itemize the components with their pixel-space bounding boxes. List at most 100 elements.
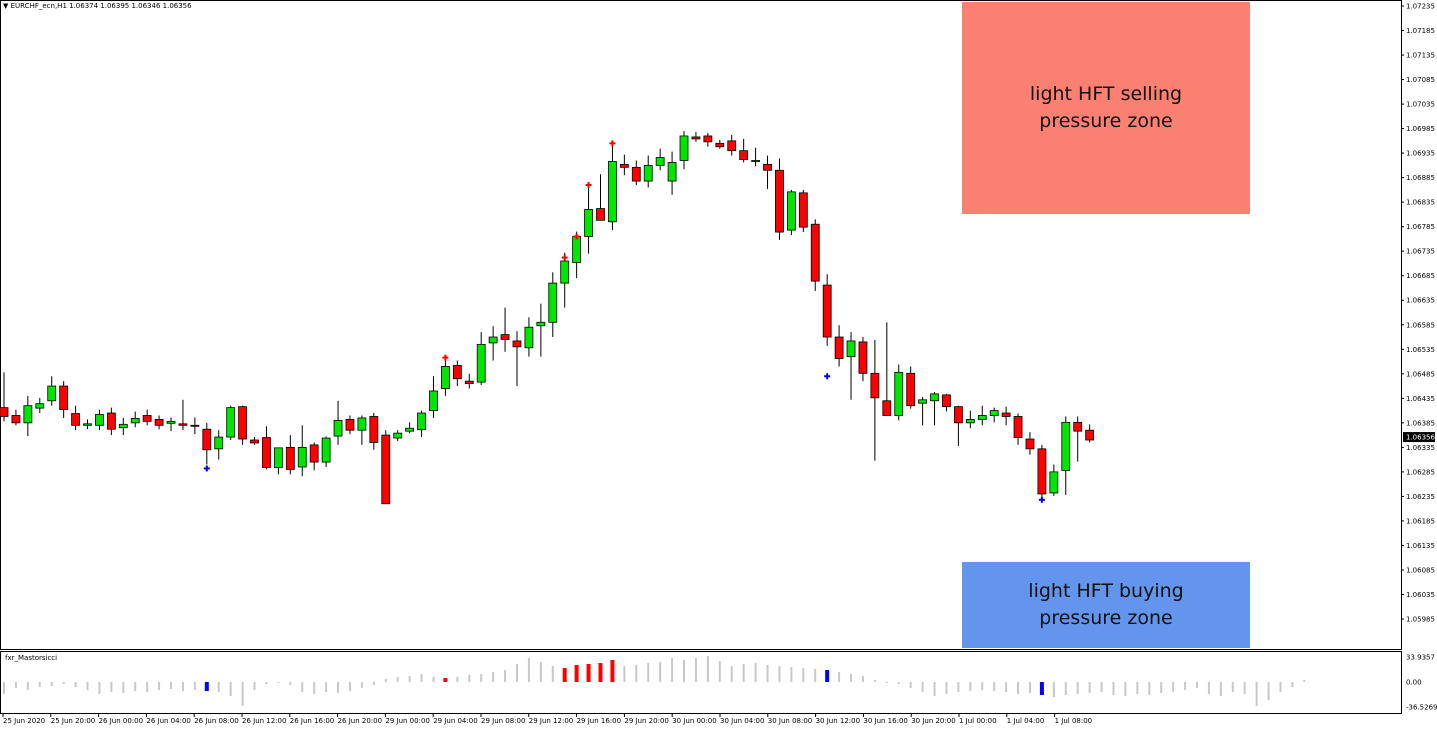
indicator-bar: [873, 680, 876, 682]
price-axis-label: 1.06885: [1406, 174, 1435, 182]
indicator-bar: [50, 682, 53, 686]
candle: [452, 360, 462, 387]
candle: [1001, 406, 1011, 426]
indicator-bar: [802, 668, 805, 682]
candle: [870, 339, 880, 461]
candle-body: [846, 340, 856, 358]
candle-body: [786, 191, 796, 231]
candle: [584, 184, 593, 254]
price-axis-label: 1.06585: [1406, 321, 1435, 329]
candle-body: [691, 136, 701, 140]
indicator-bar: [14, 682, 17, 688]
candle: [154, 415, 164, 430]
indicator-bar: [945, 682, 948, 694]
candle: [369, 413, 379, 450]
candle-body: [727, 140, 737, 152]
candle: [846, 332, 856, 400]
candle: [954, 405, 963, 446]
candle-body: [95, 414, 104, 426]
indicator-bar: [289, 682, 292, 685]
indicator-bar: [850, 674, 853, 682]
candle: [333, 400, 343, 445]
time-axis-label: 26 Jun 08:00: [194, 717, 238, 725]
candle-body: [429, 390, 438, 411]
candle-body: [942, 394, 951, 408]
price-axis-label: 1.06335: [1406, 444, 1435, 452]
candle: [464, 373, 474, 389]
indicator-bar: [1279, 682, 1282, 692]
candle-body: [369, 416, 379, 443]
candle-body: [679, 135, 689, 161]
current-price-tag: 1.06356: [1406, 434, 1435, 442]
candle: [619, 154, 629, 176]
candle: [798, 189, 808, 233]
indicator-bar: [337, 682, 340, 693]
indicator-bar: [1148, 682, 1151, 695]
indicator-bar: [492, 672, 495, 682]
candle-body: [285, 446, 295, 470]
buy-signal-marker: [824, 373, 831, 380]
candle-body: [798, 192, 808, 228]
candle: [11, 409, 21, 426]
candle: [858, 337, 868, 382]
price-axis-label: 1.07185: [1406, 27, 1435, 35]
candle-body: [226, 407, 236, 438]
candle: [918, 396, 928, 426]
indicator-bar: [598, 663, 603, 682]
indicator-bar: [122, 682, 125, 693]
indicator-name: fxr_Mastorsicci: [5, 654, 58, 662]
time-axis-label: 26 Jun 16:00: [290, 717, 334, 725]
indicator-bar: [3, 682, 5, 694]
chart-header: ▼ EURCHF_ecn,H1 1.06374 1.06395 1.06346 …: [3, 2, 192, 10]
indicator-bar: [325, 682, 328, 692]
indicator-bar: [993, 682, 996, 691]
candle: [739, 138, 749, 163]
candle-body: [751, 160, 760, 162]
selling-pressure-zone: light HFT selling pressure zone: [962, 2, 1250, 214]
candle: [596, 174, 605, 221]
indicator-bar: [1291, 682, 1294, 687]
candle-body: [309, 444, 319, 463]
indicator-bar: [1303, 680, 1306, 682]
price-axis-label: 1.06685: [1406, 272, 1435, 280]
candle-body: [250, 439, 259, 444]
candle-body: [631, 166, 641, 182]
price-axis-label: 1.06135: [1406, 542, 1435, 550]
candle-body: [906, 372, 916, 407]
sell-signal-marker: [585, 181, 592, 188]
buying-pressure-zone: light HFT buying pressure zone: [962, 562, 1250, 648]
time-axis-label: 26 Jun 00:00: [99, 717, 143, 725]
indicator-bar: [38, 682, 41, 687]
indicator-bar: [110, 682, 113, 692]
indicator-bar: [1219, 682, 1222, 696]
sell-signal-marker: [442, 354, 449, 361]
candle-body: [715, 142, 725, 148]
time-axis-label: 30 Jun 00:00: [672, 717, 716, 725]
candle: [178, 399, 188, 431]
chart-menu-triangle-icon[interactable]: ▼: [3, 2, 9, 10]
price-axis-label: 1.06735: [1406, 248, 1435, 256]
price-axis-label: 1.07135: [1406, 52, 1435, 60]
candle-body: [930, 393, 939, 402]
indicator-bar: [62, 682, 65, 684]
candle-body: [142, 415, 152, 422]
indicator-bar: [623, 666, 626, 682]
time-axis-label: 29 Jun 20:00: [624, 717, 668, 725]
candle: [608, 140, 617, 231]
candle: [536, 303, 546, 357]
candle: [118, 417, 128, 436]
time-axis-label: 29 Jun 16:00: [577, 717, 621, 725]
indicator-bar: [562, 668, 567, 682]
candle-body: [882, 400, 892, 416]
indicator-bar: [742, 664, 745, 682]
indicator-bar: [1076, 682, 1079, 694]
candle: [906, 366, 916, 409]
candle: [273, 447, 283, 475]
candle-body: [965, 419, 975, 424]
current-price-tag-bg: [1403, 432, 1435, 443]
candle: [190, 417, 200, 435]
candle: [1013, 413, 1023, 445]
price-axis-label: 1.06435: [1406, 395, 1435, 403]
